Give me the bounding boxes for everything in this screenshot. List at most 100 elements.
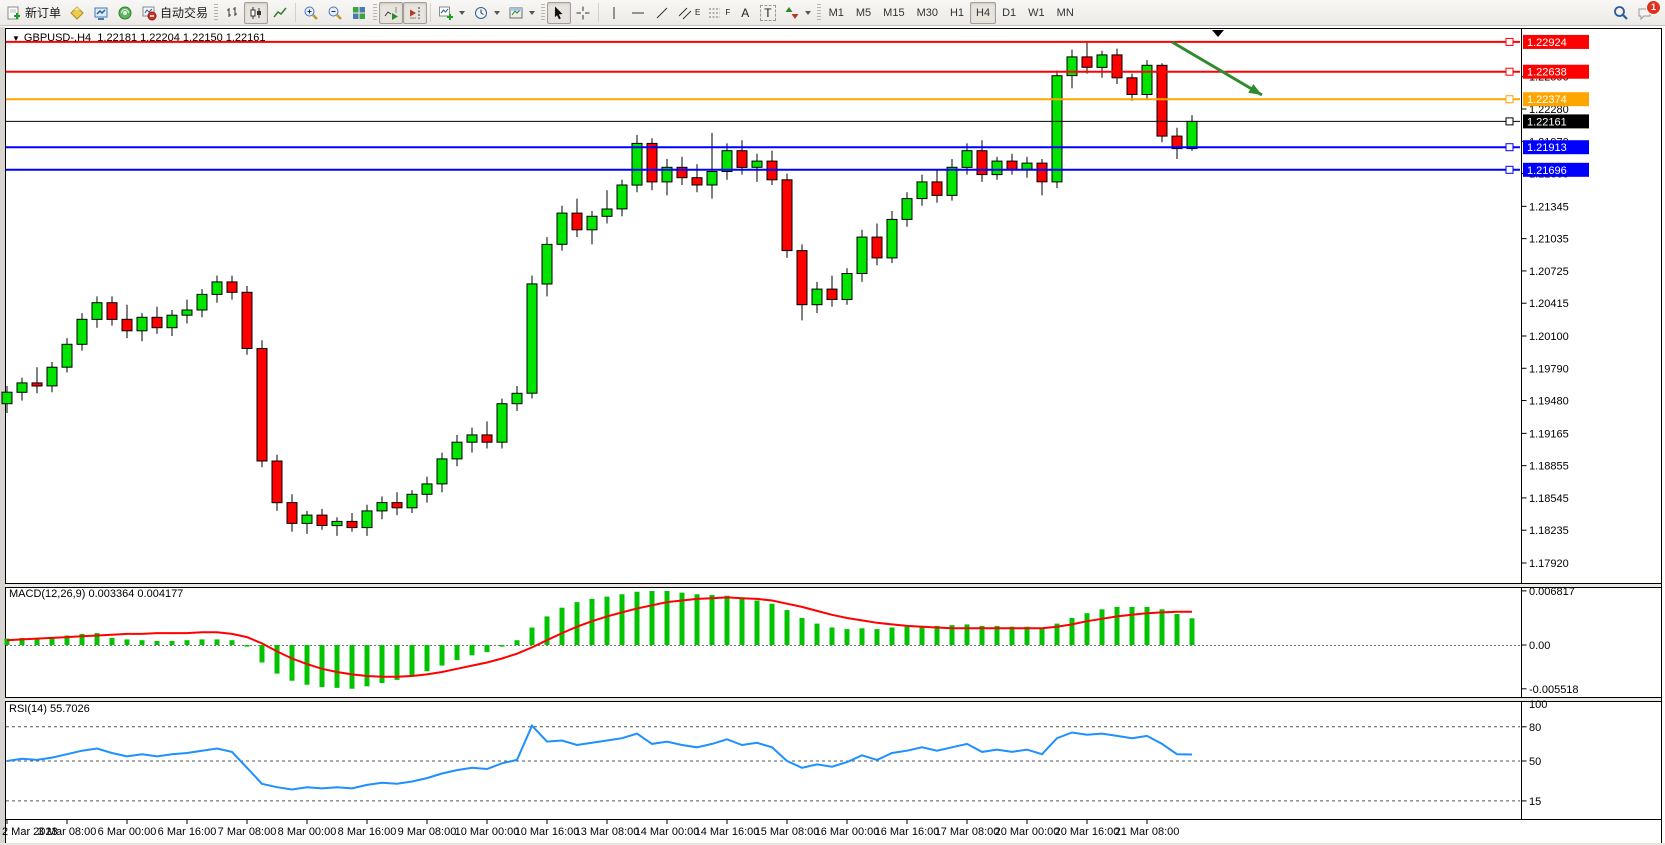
- line-chart-button[interactable]: [268, 2, 292, 24]
- svg-text:1.22161: 1.22161: [1527, 116, 1567, 128]
- svg-text:14 Mar 16:00: 14 Mar 16:00: [695, 826, 760, 838]
- crosshair-icon: [575, 5, 591, 21]
- svg-text:1.19480: 1.19480: [1529, 396, 1569, 408]
- bar-chart-button[interactable]: [220, 2, 244, 24]
- svg-text:50: 50: [1529, 756, 1541, 768]
- arrows-tool-button[interactable]: [780, 2, 815, 24]
- svg-text:15: 15: [1529, 796, 1541, 808]
- svg-text:13 Mar 08:00: 13 Mar 08:00: [575, 826, 640, 838]
- chart-shift-button[interactable]: [403, 1, 428, 24]
- svg-text:6 Mar 00:00: 6 Mar 00:00: [98, 826, 157, 838]
- market-watch-button[interactable]: [89, 2, 113, 24]
- timeframe-h4-button[interactable]: H4: [970, 1, 997, 24]
- text-tool-button[interactable]: A: [734, 2, 756, 24]
- window-bottom-edge: [0, 843, 1665, 845]
- text-label-button[interactable]: T: [756, 2, 779, 24]
- trendline-icon: [654, 5, 670, 21]
- toolbar-drag-handle[interactable]: [214, 3, 219, 22]
- zoom-out-button[interactable]: [323, 2, 347, 24]
- svg-text:1.21696: 1.21696: [1527, 165, 1567, 177]
- rsi-values: 55.7026: [49, 703, 90, 715]
- auto-trading-label: 自动交易: [160, 6, 209, 20]
- svg-text:16 Mar 16:00: 16 Mar 16:00: [875, 826, 940, 838]
- svg-text:1.21345: 1.21345: [1529, 201, 1569, 213]
- auto-scroll-button[interactable]: [379, 1, 404, 24]
- horizontal-line-icon: [630, 5, 646, 21]
- dropdown-caret: [459, 10, 466, 15]
- timeframe-m1-button[interactable]: M1: [823, 2, 850, 24]
- trendline-button[interactable]: [650, 2, 674, 24]
- crosshair-button[interactable]: [571, 2, 595, 24]
- timeframe-w1-button[interactable]: W1: [1022, 2, 1051, 24]
- chart-shift-marker: [1212, 30, 1224, 37]
- panel-separator[interactable]: [5, 697, 1661, 701]
- equidistant-channel-button[interactable]: E: [674, 2, 704, 24]
- search-icon: [1613, 5, 1629, 21]
- fibonacci-icon: [708, 5, 724, 21]
- chat-button[interactable]: 1: [1633, 0, 1661, 24]
- toolbar-drag-handle[interactable]: [816, 3, 821, 22]
- fibonacci-button[interactable]: F: [704, 2, 734, 24]
- svg-text:1.18855: 1.18855: [1529, 461, 1569, 473]
- gold-button[interactable]: [65, 2, 89, 24]
- cursor-button[interactable]: [547, 1, 572, 24]
- zoom-out-icon: [327, 5, 343, 21]
- auto-scroll-icon: [383, 5, 399, 21]
- zoom-in-button[interactable]: [299, 2, 323, 24]
- svg-text:8 Mar 16:00: 8 Mar 16:00: [338, 826, 397, 838]
- timeframe-m15-button[interactable]: M15: [877, 2, 910, 24]
- svg-text:15 Mar 08:00: 15 Mar 08:00: [755, 826, 820, 838]
- timeframe-mn-button[interactable]: MN: [1051, 2, 1080, 24]
- toolbar-drag-handle[interactable]: [373, 3, 378, 22]
- search-button[interactable]: [1609, 2, 1633, 24]
- svg-text:1.20725: 1.20725: [1529, 266, 1569, 278]
- timeframe-d1-button[interactable]: D1: [996, 2, 1022, 24]
- svg-text:1.21035: 1.21035: [1529, 234, 1569, 246]
- timeframe-m5-button[interactable]: M5: [850, 2, 877, 24]
- svg-text:1.21913: 1.21913: [1527, 142, 1567, 154]
- news-button[interactable]: [113, 2, 137, 24]
- dropdown-caret: [804, 10, 811, 15]
- templates-icon: [508, 5, 524, 21]
- svg-text:20 Mar 00:00: 20 Mar 00:00: [995, 826, 1060, 838]
- svg-text:21 Mar 08:00: 21 Mar 08:00: [1115, 826, 1180, 838]
- price-badge-current-price: 1.22161: [1523, 114, 1589, 129]
- svg-text:10 Mar 16:00: 10 Mar 16:00: [515, 826, 580, 838]
- timeframe-h1-button[interactable]: H1: [944, 2, 970, 24]
- panel-separator[interactable]: [5, 583, 1661, 587]
- chart-background: [0, 27, 1665, 845]
- templates-button[interactable]: [504, 2, 539, 24]
- horizontal-line-button[interactable]: [626, 2, 650, 24]
- auto-trading-button[interactable]: 自动交易: [137, 2, 212, 24]
- line-chart-icon: [272, 5, 288, 21]
- new-order-button[interactable]: 新订单: [2, 2, 65, 24]
- periods-button[interactable]: [469, 2, 504, 24]
- channel-letter: E: [695, 8, 701, 17]
- dropdown-caret: [529, 10, 536, 15]
- svg-text:0.00: 0.00: [1529, 640, 1550, 652]
- toolbar-separator: [295, 3, 297, 22]
- symbol-expand-caret[interactable]: ▼: [12, 34, 20, 43]
- periods-clock-icon: [473, 5, 489, 21]
- tile-windows-button[interactable]: [347, 2, 371, 24]
- svg-text:0.006817: 0.006817: [1529, 586, 1575, 598]
- toolbar-drag-handle[interactable]: [541, 3, 546, 22]
- news-broadcast-icon: [117, 5, 133, 21]
- market-watch-icon: [93, 5, 109, 21]
- timeframe-m30-button[interactable]: M30: [911, 2, 944, 24]
- horizontal-lines: [6, 37, 1520, 174]
- svg-text:1.22374: 1.22374: [1527, 94, 1567, 106]
- macd-indicator: 0.006817 0.00 -0.005518: [4, 586, 1579, 696]
- svg-text:1.20100: 1.20100: [1529, 331, 1569, 343]
- vertical-line-button[interactable]: [602, 2, 626, 24]
- svg-text:1.20415: 1.20415: [1529, 298, 1569, 310]
- price-axis: 1.225901.222801.219701.216601.213451.210…: [1521, 29, 1589, 819]
- svg-text:7 Mar 08:00: 7 Mar 08:00: [218, 826, 277, 838]
- vertical-line-icon: [606, 5, 622, 21]
- indicators-button[interactable]: [434, 2, 469, 24]
- price-badge-resistance: 1.22638: [1523, 64, 1589, 79]
- price-chart-canvas[interactable]: 1.225901.222801.219701.216601.213451.210…: [0, 27, 1665, 845]
- candlestick-chart-button[interactable]: [244, 1, 269, 24]
- svg-text:14 Mar 00:00: 14 Mar 00:00: [635, 826, 700, 838]
